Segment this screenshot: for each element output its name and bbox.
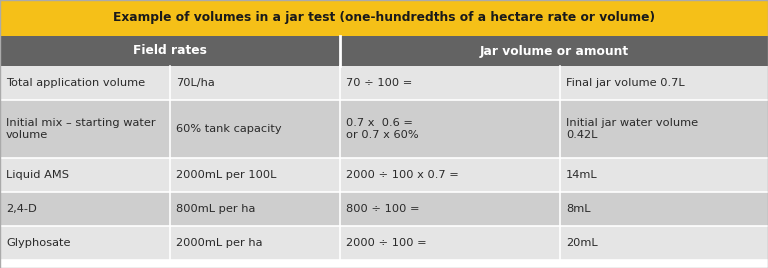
- Text: Final jar volume 0.7L: Final jar volume 0.7L: [566, 78, 684, 88]
- Bar: [0, 192, 768, 226]
- Text: 2000mL per ha: 2000mL per ha: [176, 238, 263, 248]
- Text: Initial jar water volume
0.42L: Initial jar water volume 0.42L: [566, 118, 698, 140]
- Text: Total application volume: Total application volume: [6, 78, 145, 88]
- Bar: [0, 36, 768, 66]
- Text: Liquid AMS: Liquid AMS: [6, 170, 69, 180]
- Text: Initial mix – starting water
volume: Initial mix – starting water volume: [6, 118, 156, 140]
- Text: 2000mL per 100L: 2000mL per 100L: [176, 170, 276, 180]
- Text: 800mL per ha: 800mL per ha: [176, 204, 256, 214]
- Text: 14mL: 14mL: [566, 170, 598, 180]
- Text: Field rates: Field rates: [133, 44, 207, 58]
- Text: Glyphosate: Glyphosate: [6, 238, 71, 248]
- Text: 0.7 x  0.6 =
or 0.7 x 60%: 0.7 x 0.6 = or 0.7 x 60%: [346, 118, 419, 140]
- Text: 2000 ÷ 100 =: 2000 ÷ 100 =: [346, 238, 427, 248]
- Bar: [0, 0, 768, 36]
- Text: 2,4-D: 2,4-D: [6, 204, 37, 214]
- Bar: [0, 66, 768, 100]
- Text: 60% tank capacity: 60% tank capacity: [176, 124, 282, 134]
- Text: 8mL: 8mL: [566, 204, 591, 214]
- Bar: [0, 100, 768, 158]
- Text: Example of volumes in a jar test (one-hundredths of a hectare rate or volume): Example of volumes in a jar test (one-hu…: [113, 12, 655, 24]
- Text: 70L/ha: 70L/ha: [176, 78, 215, 88]
- Bar: [0, 158, 768, 192]
- Text: 20mL: 20mL: [566, 238, 598, 248]
- Text: 70 ÷ 100 =: 70 ÷ 100 =: [346, 78, 412, 88]
- Text: 800 ÷ 100 =: 800 ÷ 100 =: [346, 204, 419, 214]
- Text: Jar volume or amount: Jar volume or amount: [479, 44, 628, 58]
- Text: 2000 ÷ 100 x 0.7 =: 2000 ÷ 100 x 0.7 =: [346, 170, 458, 180]
- Bar: [0, 226, 768, 260]
